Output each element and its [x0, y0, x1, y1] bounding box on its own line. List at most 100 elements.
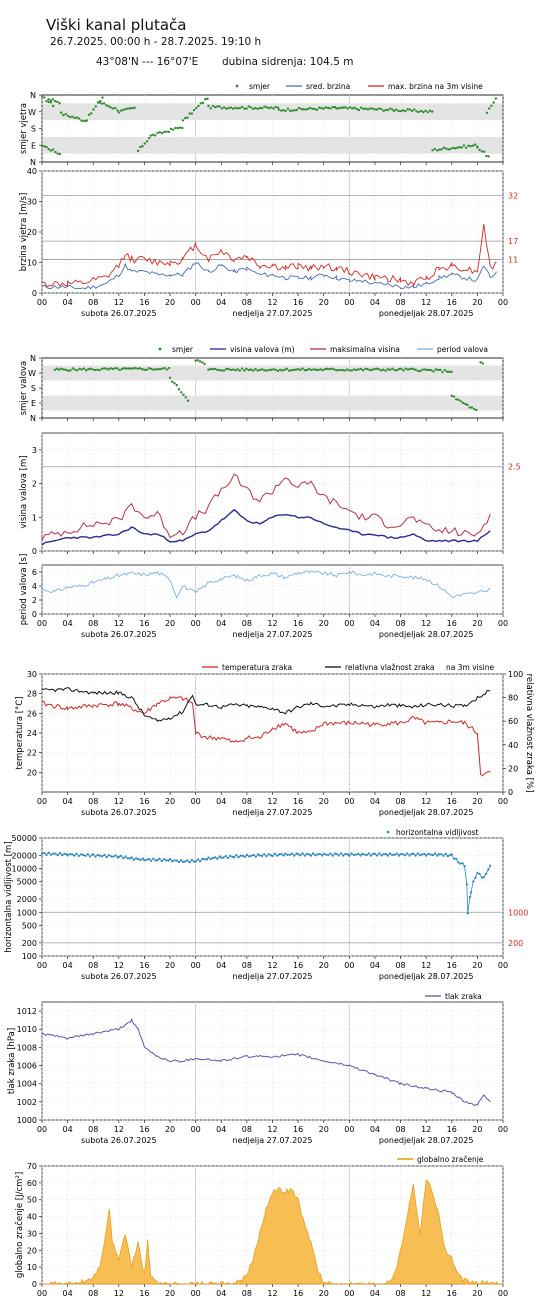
wind-dir-point-66 — [154, 134, 157, 137]
wind-dir-point-207 — [462, 144, 466, 147]
wave-dir-point-8 — [71, 367, 74, 370]
wind-dir-point-158 — [355, 107, 358, 111]
wave-dir-point-56 — [177, 388, 181, 391]
wave-dir-point-112 — [310, 368, 313, 372]
wind-speed-xtick-label-15: 12 — [421, 298, 431, 307]
wave-dir-point-88 — [256, 369, 259, 372]
wind-dir-point-92 — [209, 107, 212, 110]
temp-hum-xtick-label-16: 16 — [447, 797, 457, 806]
visibility-xtick-label-8: 08 — [242, 961, 252, 970]
wave-dir-point-53 — [171, 380, 174, 383]
wind-dir-point-125 — [282, 109, 285, 112]
wind-dir-point-23 — [64, 112, 67, 116]
pressure-xtick-label-4: 16 — [139, 1125, 149, 1134]
wind-dir-point-121 — [274, 105, 277, 109]
wind-dir-point-13 — [56, 152, 59, 155]
radiation-xtick-label-17: 20 — [472, 1289, 482, 1298]
wind-dir-point-103 — [234, 106, 237, 110]
wave-dir-point-145 — [384, 369, 387, 372]
pressure-legend-label-0: tlak zraka — [445, 992, 482, 1001]
wave-dir-point-69 — [213, 367, 217, 371]
wind-dir-point-153 — [344, 106, 347, 109]
wave-dir-point-15 — [87, 367, 90, 371]
wave-dir-point-110 — [305, 368, 309, 372]
wave-dir-point-143 — [379, 369, 383, 372]
wave-period-xtick-label-16: 16 — [447, 619, 457, 628]
wave-period-xtick-label-14: 08 — [395, 619, 405, 628]
wind-dir-point-72 — [167, 130, 170, 134]
wave-dir-ytick-label-0: N — [30, 354, 36, 363]
wind-dir-point-29 — [77, 117, 81, 120]
temp-hum-xtick-label-13: 04 — [370, 797, 380, 806]
wind-dir-point-15 — [47, 98, 50, 101]
wind-dir-point-112 — [254, 106, 257, 110]
temp-hum-xtick-label-2: 08 — [88, 797, 98, 806]
wind-dir-point-48 — [114, 106, 117, 110]
wind-dir-point-99 — [225, 107, 228, 110]
wave-dir-point-39 — [141, 367, 144, 371]
wind-dir-point-129 — [291, 109, 294, 112]
wave-dir-legend-label-0: smjer — [172, 345, 194, 354]
pressure-ytick-label-0: 1000 — [17, 1116, 37, 1125]
visibility-day-label-1: nedjelja 27.07.2025 — [233, 972, 313, 981]
wind-dir-point-119 — [270, 106, 273, 109]
wave-period-ytick-label-3: 6 — [32, 568, 37, 577]
wave-dir-point-71 — [218, 368, 221, 372]
wave-dir-point-77 — [231, 368, 235, 371]
wave-height-ylabel: visina valova [m] — [19, 455, 29, 528]
wave-dir-point-179 — [457, 398, 460, 402]
wind-dir-point-189 — [424, 109, 427, 113]
wave-period-xtick-label-15: 12 — [421, 619, 431, 628]
temp-hum-xtick-label-8: 08 — [242, 797, 252, 806]
wave-dir-point-111 — [308, 367, 311, 371]
wave-dir-point-66 — [207, 368, 210, 371]
temp-hum-ytick-label-2: 24 — [27, 729, 37, 738]
wave-dir-point-165 — [427, 368, 431, 372]
wave-dir-point-70 — [216, 368, 219, 372]
temp-hum-xtick-label-17: 20 — [472, 797, 482, 806]
temp-hum-y2tick-label-1: 20 — [508, 764, 518, 773]
wave-dir-ylabel: smjer valova — [19, 361, 29, 416]
wind-speed-day-label-0: subota 26.07.2025 — [81, 309, 157, 318]
pressure-ytick-label-6: 1012 — [17, 1007, 37, 1016]
wave-dir-point-123 — [335, 369, 338, 372]
wave-dir-point-17 — [91, 368, 95, 371]
wave-dir-point-167 — [432, 370, 435, 373]
pressure-xtick-label-18: 00 — [498, 1125, 508, 1134]
temp-hum-legend-label-1: relativna vlažnost zraka — [345, 663, 434, 672]
wind-dir-point-173 — [389, 107, 392, 110]
wind-dir-point-149 — [335, 107, 338, 110]
wind-dir-point-34 — [87, 113, 91, 116]
temp-hum-ylabel: temperatura [°C] — [15, 696, 25, 769]
wave-dir-point-18 — [93, 368, 97, 372]
wave-dir-legend-label-1: visina valova (m) — [230, 345, 295, 354]
wave-height-ytick-label-0: 0 — [32, 547, 37, 556]
wave-dir-point-134 — [359, 367, 363, 371]
pressure-xtick-label-11: 20 — [319, 1125, 329, 1134]
radiation-xtick-label-11: 20 — [319, 1289, 329, 1298]
wind-dir-point-88 — [201, 101, 205, 105]
wave-dir-point-67 — [209, 367, 212, 371]
wave-dir-point-138 — [368, 368, 372, 372]
radiation-xtick-label-9: 12 — [267, 1289, 277, 1298]
wave-dir-point-55 — [175, 383, 178, 387]
wave-dir-point-73 — [222, 369, 226, 372]
wave-dir-point-87 — [254, 367, 257, 371]
wave-dir-point-6 — [67, 369, 70, 372]
wind-speed-xtick-label-1: 04 — [63, 298, 73, 307]
wave-dir-point-33 — [127, 367, 130, 370]
wave-dir-point-178 — [455, 398, 458, 401]
temp-hum-xtick-label-11: 20 — [319, 797, 329, 806]
wind-dir-point-52 — [122, 108, 125, 112]
wind-dir-point-166 — [373, 108, 376, 111]
wave-dir-point-75 — [227, 367, 230, 371]
wave-dir-point-170 — [439, 368, 442, 372]
wind-dir-point-128 — [288, 109, 292, 112]
visibility-ylabel: horizontalna vidljivost [m] — [4, 841, 14, 952]
temp-hum-y2tick-label-2: 40 — [508, 741, 518, 750]
wave-height-ytick-label-2: 2 — [32, 480, 37, 489]
wind-dir-point-201 — [449, 147, 452, 151]
wind-dir-point-68 — [158, 130, 162, 134]
wave-dir-point-7 — [69, 369, 72, 372]
